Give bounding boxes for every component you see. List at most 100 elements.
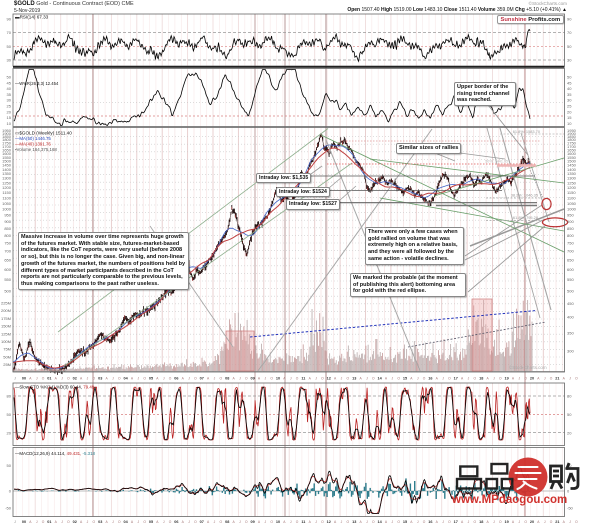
svg-text:O: O <box>474 377 477 381</box>
svg-text:25: 25 <box>7 104 12 109</box>
svg-text:O: O <box>575 377 578 381</box>
svg-text:14: 14 <box>377 520 382 524</box>
svg-text:70: 70 <box>7 30 12 35</box>
svg-text:A: A <box>105 377 108 381</box>
svg-text:A: A <box>359 377 362 381</box>
svg-text:50: 50 <box>7 463 12 468</box>
svg-text:J: J <box>341 520 343 524</box>
svg-text:1850: 1850 <box>2 134 12 139</box>
svg-text:225M: 225M <box>1 301 11 306</box>
svg-text:▪Volume 164,375,168: ▪Volume 164,375,168 <box>15 147 57 152</box>
svg-text:15: 15 <box>7 115 12 120</box>
svg-text:J: J <box>391 520 393 524</box>
svg-text:1600: 1600 <box>567 151 577 156</box>
svg-text:J: J <box>290 377 292 381</box>
svg-text:O: O <box>397 520 400 524</box>
svg-text:30: 30 <box>567 98 572 103</box>
svg-text:O: O <box>93 377 96 381</box>
svg-text:J: J <box>137 520 139 524</box>
svg-text:550: 550 <box>567 277 574 282</box>
svg-text:J: J <box>214 377 216 381</box>
svg-text:J: J <box>112 520 114 524</box>
svg-text:45: 45 <box>567 80 572 85</box>
svg-text:50: 50 <box>567 412 572 417</box>
svg-text:300: 300 <box>567 349 574 354</box>
svg-text:A: A <box>436 377 439 381</box>
svg-text:O: O <box>143 377 146 381</box>
svg-text:A: A <box>563 377 566 381</box>
svg-text:80: 80 <box>567 394 572 399</box>
svg-text:J: J <box>137 377 139 381</box>
svg-text:1900: 1900 <box>2 131 12 136</box>
svg-text:1250: 1250 <box>567 180 577 185</box>
svg-text:—W%R(26,3,3) 12.454: —W%R(26,3,3) 12.454 <box>15 81 59 86</box>
svg-text:61.8%: 795.28: 61.8%: 795.28 <box>513 215 538 220</box>
svg-text:1700: 1700 <box>567 144 577 149</box>
svg-text:150M: 150M <box>1 324 11 329</box>
svg-text:50: 50 <box>7 75 12 80</box>
svg-text:11: 11 <box>301 520 305 524</box>
svg-text:1900: 1900 <box>567 131 577 136</box>
svg-text:21: 21 <box>555 520 559 524</box>
svg-text:J: J <box>493 520 495 524</box>
svg-text:J: J <box>417 520 419 524</box>
svg-text:1550: 1550 <box>567 155 577 160</box>
svg-text:350: 350 <box>567 331 574 336</box>
svg-text:30: 30 <box>7 58 12 63</box>
svg-text:©StockCharts.com: ©StockCharts.com <box>509 364 547 370</box>
svg-text:J: J <box>61 377 63 381</box>
svg-text:35: 35 <box>7 92 12 97</box>
svg-text:21: 21 <box>555 377 559 381</box>
svg-text:A: A <box>131 520 134 524</box>
svg-text:O: O <box>42 377 45 381</box>
svg-text:08: 08 <box>225 520 229 524</box>
svg-text:J: J <box>366 377 368 381</box>
svg-text:A: A <box>486 520 489 524</box>
svg-text:1850: 1850 <box>567 134 577 139</box>
svg-text:O: O <box>397 377 400 381</box>
svg-text:O: O <box>220 377 223 381</box>
svg-text:1450: 1450 <box>2 163 12 168</box>
svg-text:19: 19 <box>504 520 508 524</box>
svg-text:1750: 1750 <box>567 141 577 146</box>
svg-text:J: J <box>417 377 419 381</box>
svg-text:06: 06 <box>174 377 178 381</box>
svg-text:17: 17 <box>454 377 458 381</box>
svg-text:A: A <box>207 520 210 524</box>
svg-text:J: J <box>544 520 546 524</box>
svg-text:500: 500 <box>4 288 11 293</box>
svg-text:J: J <box>493 377 495 381</box>
svg-text:—MA(40) 1391.76: —MA(40) 1391.76 <box>15 142 51 147</box>
svg-text:O: O <box>423 377 426 381</box>
svg-text:A: A <box>486 377 489 381</box>
svg-text:1100: 1100 <box>2 195 11 200</box>
svg-text:O: O <box>347 520 350 524</box>
svg-text:17: 17 <box>454 520 458 524</box>
svg-text:J: J <box>315 377 317 381</box>
svg-text:J: J <box>36 520 38 524</box>
svg-text:20: 20 <box>530 520 534 524</box>
svg-text:A: A <box>461 520 464 524</box>
svg-text:1150: 1150 <box>567 190 576 195</box>
svg-text:J: J <box>14 520 16 524</box>
svg-text:00: 00 <box>22 377 26 381</box>
svg-text:A: A <box>334 377 337 381</box>
svg-text:175M: 175M <box>1 316 11 321</box>
svg-text:1100: 1100 <box>567 195 576 200</box>
svg-text:O: O <box>372 520 375 524</box>
svg-text:20: 20 <box>567 431 572 436</box>
svg-text:O: O <box>118 377 121 381</box>
svg-text:20: 20 <box>530 377 534 381</box>
svg-text:1650: 1650 <box>2 148 12 153</box>
svg-text:J: J <box>366 520 368 524</box>
svg-text:19: 19 <box>504 377 508 381</box>
svg-text:A: A <box>537 520 540 524</box>
svg-text:1050: 1050 <box>2 201 12 206</box>
svg-text:50M: 50M <box>3 354 11 359</box>
svg-text:O: O <box>296 520 299 524</box>
svg-text:900: 900 <box>4 219 11 224</box>
svg-text:100M: 100M <box>1 339 11 344</box>
svg-text:O: O <box>372 377 375 381</box>
svg-text:O: O <box>67 520 70 524</box>
svg-text:1250: 1250 <box>2 180 12 185</box>
